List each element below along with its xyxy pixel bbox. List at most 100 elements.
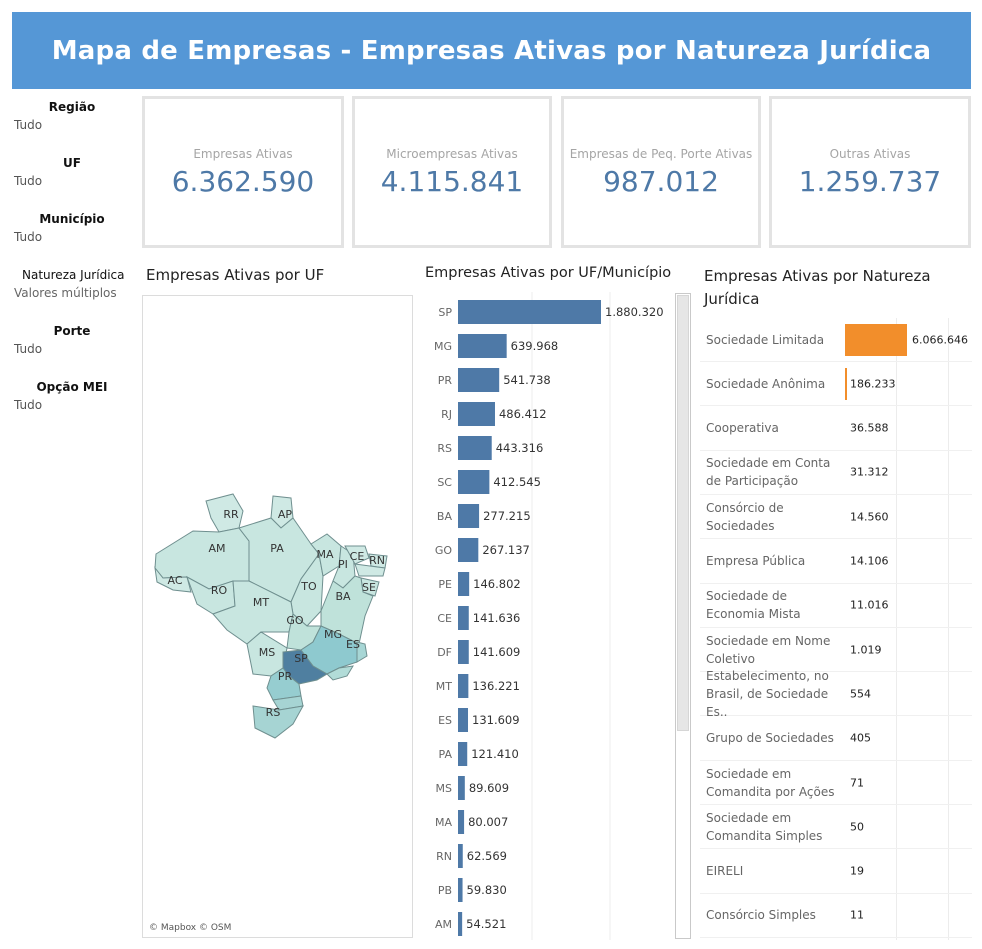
- uf-data-label: 62.569: [467, 849, 507, 863]
- nat-data-label: 19: [850, 864, 864, 878]
- uf-bar[interactable]: [458, 334, 507, 358]
- map-state-label: MG: [324, 628, 342, 641]
- uf-bar[interactable]: [458, 844, 463, 868]
- filter-regiao[interactable]: Região Tudo: [12, 96, 132, 152]
- nat-category-label: Sociedade em Conta de Participação: [706, 456, 831, 489]
- nat-row[interactable]: Sociedade em Nome Coletivo 1.019: [700, 628, 972, 673]
- nat-bar[interactable]: [845, 368, 847, 401]
- uf-data-label: 141.636: [473, 611, 521, 625]
- uf-tick-label: AM: [435, 918, 452, 931]
- map-state-label: TO: [300, 580, 317, 593]
- uf-bar[interactable]: [458, 368, 500, 392]
- nat-row[interactable]: Cooperativa 36.588: [700, 407, 972, 451]
- kpi-label: Microempresas Ativas: [386, 147, 518, 161]
- nat-data-label: 554: [850, 687, 871, 701]
- uf-tick-label: RS: [437, 442, 452, 455]
- dashboard-title-bar: Mapa de Empresas - Empresas Ativas por N…: [12, 12, 971, 89]
- map-state-label: PA: [270, 542, 284, 555]
- uf-tick-label: PR: [438, 374, 453, 387]
- uf-bar[interactable]: [458, 878, 463, 902]
- uf-bar[interactable]: [458, 572, 470, 596]
- filter-value[interactable]: Tudo: [14, 398, 43, 412]
- uf-bar[interactable]: [458, 742, 468, 766]
- nat-row[interactable]: Sociedade em Conta de Participação 31.312: [700, 451, 972, 495]
- brazil-map-svg[interactable]: RR AP AM PA MA CE RN PI AC RO TO SE MT BA GO MG ES MS SPPR…: [143, 296, 412, 937]
- nat-row[interactable]: Sociedade Limitada 6.066.646: [700, 318, 972, 362]
- nat-data-label: 14.560: [850, 510, 889, 524]
- kpi-peq-porte-ativas: Empresas de Peq. Porte Ativas 987.012: [561, 96, 761, 248]
- uf-data-label: 267.137: [482, 543, 530, 557]
- nat-category-label: EIRELI: [706, 864, 744, 879]
- uf-bar[interactable]: [458, 606, 469, 630]
- nat-data-label: 186.233: [850, 377, 896, 391]
- scrollbar-thumb[interactable]: [677, 295, 689, 731]
- nat-category-label: Grupo de Sociedades: [706, 731, 834, 746]
- uf-bar[interactable]: [458, 538, 479, 562]
- uf-data-label: 412.545: [493, 475, 541, 489]
- uf-chart-scrollbar[interactable]: [675, 293, 691, 939]
- map-credit[interactable]: © Mapbox © OSM: [149, 923, 232, 933]
- nat-row[interactable]: Consórcio de Sociedades 14.560: [700, 495, 972, 540]
- filter-label: UF: [63, 156, 81, 170]
- nat-row[interactable]: Sociedade em Comandita Simples 50: [700, 805, 972, 850]
- nat-data-label: 405: [850, 731, 871, 745]
- uf-data-label: 443.316: [496, 441, 544, 455]
- filter-value[interactable]: Valores múltiplos: [14, 286, 117, 300]
- state-rj: [326, 665, 354, 681]
- filter-value[interactable]: Tudo: [14, 118, 43, 132]
- filter-uf[interactable]: UF Tudo: [12, 152, 132, 208]
- state-es: [356, 641, 368, 663]
- filter-label: Natureza Jurídica: [22, 268, 125, 282]
- nat-category-label: Sociedade de Economia Mista: [706, 589, 801, 622]
- filter-value[interactable]: Tudo: [14, 174, 43, 188]
- uf-bar[interactable]: [458, 300, 601, 324]
- uf-bar[interactable]: [458, 640, 469, 664]
- filter-value[interactable]: Tudo: [14, 230, 43, 244]
- nat-bar[interactable]: [845, 324, 907, 356]
- nat-row[interactable]: Grupo de Sociedades 405: [700, 717, 972, 761]
- filter-value[interactable]: Tudo: [14, 342, 43, 356]
- uf-bar[interactable]: [458, 810, 465, 834]
- map-state-label: AM: [208, 542, 225, 555]
- map-state-label: ES: [346, 638, 360, 651]
- uf-bar[interactable]: [458, 402, 495, 426]
- nat-row[interactable]: Empresa Pública 14.106: [700, 540, 972, 584]
- filter-porte[interactable]: Porte Tudo: [12, 320, 132, 376]
- filter-municipio[interactable]: Município Tudo: [12, 208, 132, 264]
- uf-bar[interactable]: [458, 436, 492, 460]
- uf-tick-label: PB: [438, 884, 452, 897]
- nat-row[interactable]: Sociedade em Comandita por Ações 71: [700, 761, 972, 805]
- nat-row[interactable]: Estabelecimento, no Brasil, de Sociedade…: [700, 669, 972, 719]
- uf-bar[interactable]: [458, 912, 463, 936]
- uf-bar[interactable]: [458, 674, 469, 698]
- uf-data-label: 136.221: [472, 679, 520, 693]
- map-state-label: GO: [286, 614, 304, 627]
- uf-bar-chart-svg[interactable]: SP 1.880.320 MG 639.968 PR 541.738 RJ 486.412 RS…: [422, 292, 672, 940]
- uf-bar[interactable]: [458, 504, 480, 528]
- state-ce: [344, 545, 370, 565]
- uf-bar-chart[interactable]: SP 1.880.320 MG 639.968 PR 541.738 RJ 486.412 RS…: [422, 292, 672, 940]
- map-state-label: MT: [253, 596, 269, 609]
- uf-bar[interactable]: [458, 776, 465, 800]
- kpi-value: 1.259.737: [798, 165, 942, 198]
- nat-row[interactable]: EIRELI 19: [700, 850, 972, 894]
- filter-opcao-mei[interactable]: Opção MEI Tudo: [12, 376, 132, 432]
- nat-row[interactable]: Sociedade Anônima 186.233: [700, 362, 972, 407]
- brazil-map[interactable]: RR AP AM PA MA CE RN PI AC RO TO SE MT BA GO MG ES MS SP PR…: [142, 295, 413, 938]
- uf-bar[interactable]: [458, 470, 490, 494]
- nat-bar-chart[interactable]: Sociedade Limitada 6.066.646 Sociedade Anô…: [700, 318, 972, 940]
- uf-tick-label: PA: [439, 748, 453, 761]
- uf-bar[interactable]: [458, 708, 469, 732]
- nat-data-label: 14.106: [850, 554, 889, 568]
- nat-row[interactable]: Consórcio Simples 11: [700, 894, 972, 938]
- uf-tick-label: RJ: [441, 408, 452, 421]
- uf-data-label: 639.968: [511, 339, 559, 353]
- nat-category-label: Sociedade Limitada: [706, 332, 825, 347]
- filter-natureza-juridica[interactable]: Natureza Jurídica Valores múltiplos: [12, 264, 132, 320]
- nat-row[interactable]: Sociedade de Economia Mista 11.016: [700, 584, 972, 628]
- uf-data-label: 121.410: [471, 747, 519, 761]
- nat-category-label: Sociedade em Comandita Simples: [706, 810, 823, 843]
- uf-tick-label: DF: [437, 646, 452, 659]
- nat-data-label: 31.312: [850, 465, 889, 479]
- state-rs: [252, 705, 304, 739]
